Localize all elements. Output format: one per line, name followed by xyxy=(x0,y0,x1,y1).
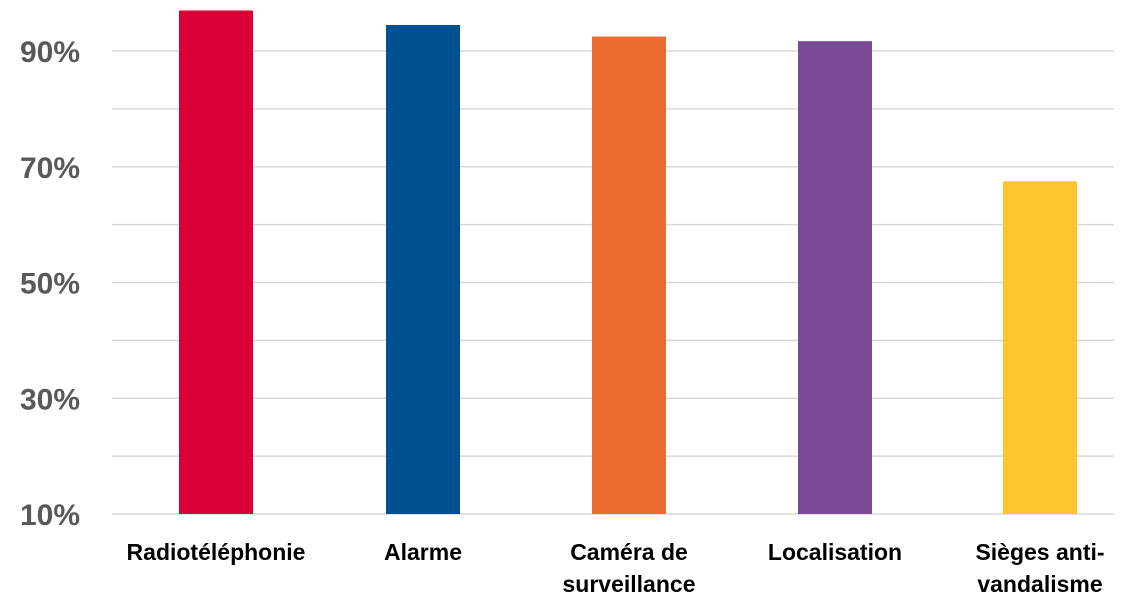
bar-0 xyxy=(179,10,253,515)
x-axis: Radiotéléphonie Alarme Caméra de surveillan… xyxy=(127,539,1105,597)
bar-1 xyxy=(386,24,460,515)
x-tick-label: Alarme xyxy=(384,539,462,565)
bar-4 xyxy=(1003,181,1077,514)
y-tick-label: 70% xyxy=(20,152,80,185)
y-tick-label: 10% xyxy=(20,499,80,532)
x-tick-label: Localisation xyxy=(768,539,902,565)
y-tick-label: 30% xyxy=(20,383,80,416)
x-tick-label-line: vandalisme xyxy=(977,571,1102,597)
x-tick-label: Sièges anti-vandalisme xyxy=(975,539,1104,597)
x-tick-label-line: surveillance xyxy=(563,571,696,597)
y-axis: 10% 30% 50% 70% 90% xyxy=(20,36,80,532)
x-tick-label-line: Caméra de xyxy=(570,539,688,565)
bars xyxy=(179,10,1077,515)
x-tick-label-line: Alarme xyxy=(384,539,462,565)
x-tick-label-line: Localisation xyxy=(768,539,902,565)
bar-2 xyxy=(592,36,666,514)
bar-3 xyxy=(798,41,872,514)
y-tick-label: 90% xyxy=(20,36,80,69)
x-tick-label: Caméra de surveillance xyxy=(563,539,696,597)
y-tick-label: 50% xyxy=(20,268,80,301)
x-tick-label: Radiotéléphonie xyxy=(127,539,306,565)
x-tick-label-line: Sièges anti- xyxy=(975,539,1104,565)
x-tick-label-line: Radiotéléphonie xyxy=(127,539,306,565)
